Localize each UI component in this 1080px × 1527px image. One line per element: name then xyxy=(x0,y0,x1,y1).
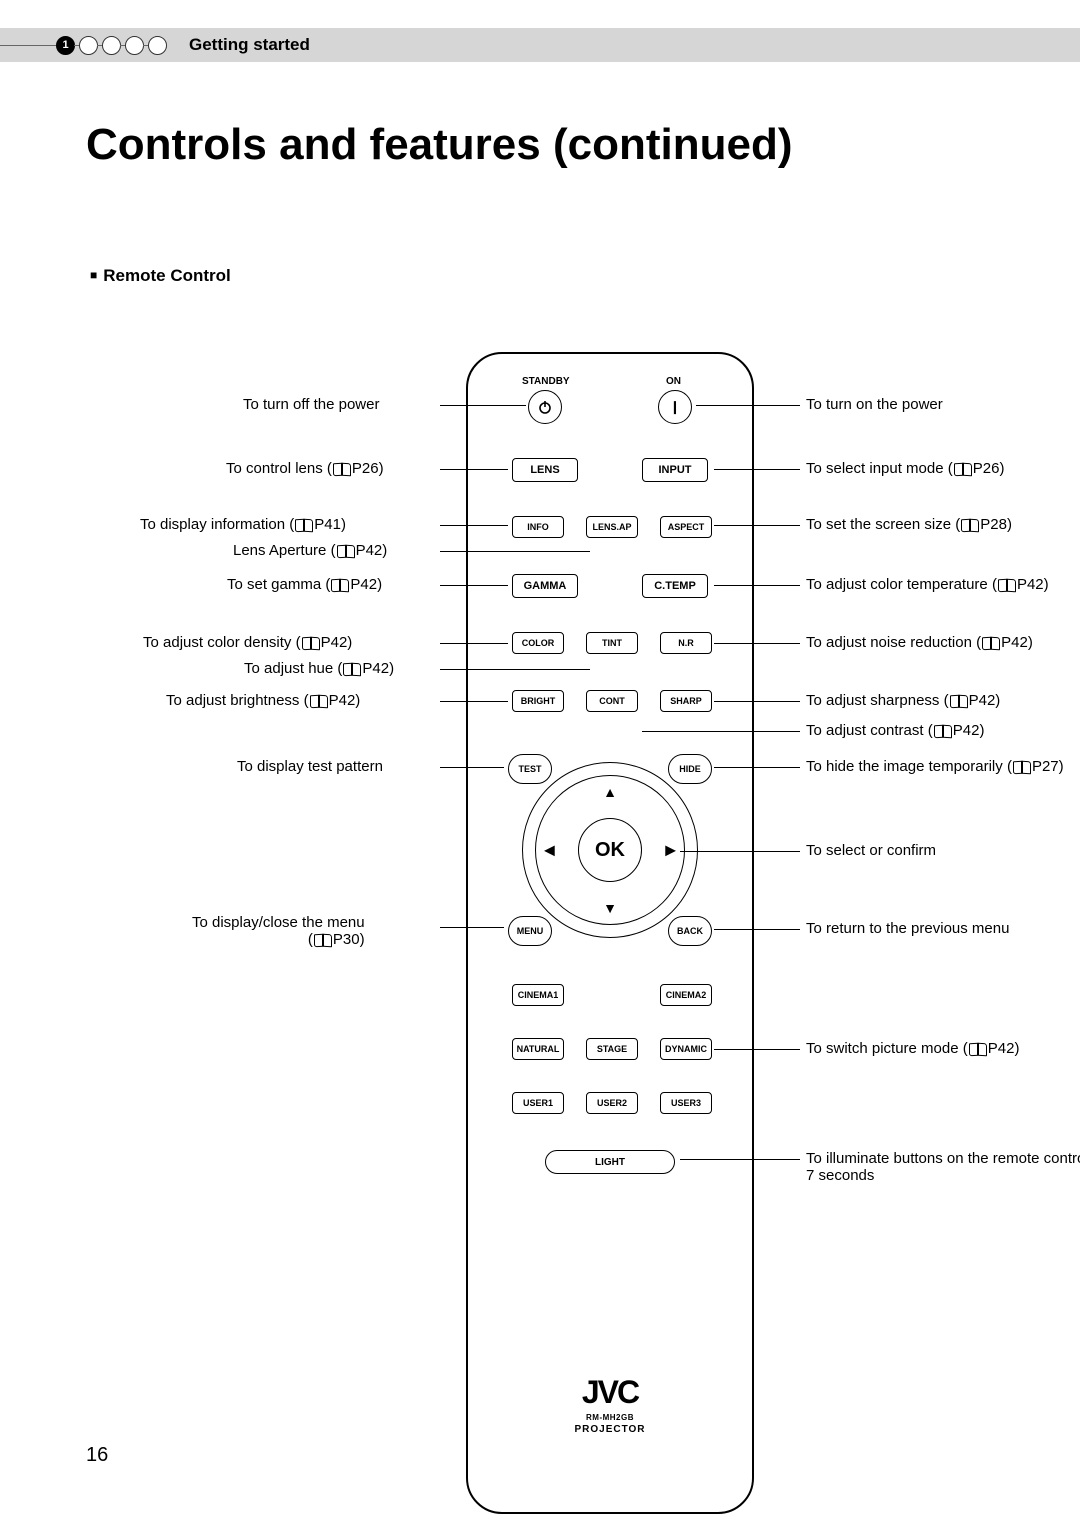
callout-cont: To adjust contrast (P42) xyxy=(806,722,984,739)
book-icon xyxy=(314,934,332,946)
step-5-icon xyxy=(148,36,167,55)
subsection-title: Remote Control xyxy=(90,266,231,286)
callout-gamma: To set gamma (P42) xyxy=(227,576,382,593)
callout-aspect: To set the screen size (P28) xyxy=(806,516,1012,533)
header-bar: 1 Getting started xyxy=(0,28,1080,62)
book-icon xyxy=(337,545,355,557)
callout-test: To display test pattern xyxy=(237,758,383,775)
book-icon xyxy=(302,637,320,649)
callout-sharp: To adjust sharpness (P42) xyxy=(806,692,1000,709)
callout-input: To select input mode (P26) xyxy=(806,460,1004,477)
book-icon xyxy=(1013,761,1031,773)
book-icon xyxy=(998,579,1016,591)
header-line xyxy=(0,45,56,46)
callout-back: To return to the previous menu xyxy=(806,920,1009,937)
callout-hide: To hide the image temporarily (P27) xyxy=(806,758,1064,775)
book-icon xyxy=(934,725,952,737)
callout-bright: To adjust brightness (P42) xyxy=(166,692,360,709)
book-icon xyxy=(961,519,979,531)
callouts-layer: To turn off the power To control lens (P… xyxy=(0,352,1080,1514)
header-section-title: Getting started xyxy=(189,35,310,55)
callout-lens-ap: Lens Aperture (P42) xyxy=(233,542,387,559)
callout-info: To display information (P41) xyxy=(140,516,346,533)
callout-light: To illuminate buttons on the remote cont… xyxy=(806,1150,1080,1184)
book-icon xyxy=(295,519,313,531)
page-number: 16 xyxy=(86,1444,108,1467)
book-icon xyxy=(950,695,968,707)
step-2-icon xyxy=(79,36,98,55)
book-icon xyxy=(969,1043,987,1055)
callout-ctemp: To adjust color temperature (P42) xyxy=(806,576,1049,593)
callout-power-off: To turn off the power xyxy=(243,396,379,413)
step-4-icon xyxy=(125,36,144,55)
callout-power-on: To turn on the power xyxy=(806,396,943,413)
callout-lens: To control lens (P26) xyxy=(226,460,384,477)
book-icon xyxy=(310,695,328,707)
book-icon xyxy=(982,637,1000,649)
page-title: Controls and features (continued) xyxy=(86,120,792,170)
book-icon xyxy=(333,463,351,475)
book-icon xyxy=(954,463,972,475)
book-icon xyxy=(331,579,349,591)
callout-menu: To display/close the menu (P30) xyxy=(192,914,365,948)
step-1-icon: 1 xyxy=(56,36,75,55)
callout-nr: To adjust noise reduction (P42) xyxy=(806,634,1033,651)
step-3-icon xyxy=(102,36,121,55)
callout-tint: To adjust hue (P42) xyxy=(244,660,394,677)
step-circles: 1 xyxy=(56,36,171,55)
callout-color: To adjust color density (P42) xyxy=(143,634,352,651)
book-icon xyxy=(343,663,361,675)
callout-picture-mode: To switch picture mode (P42) xyxy=(806,1040,1019,1057)
callout-ok: To select or confirm xyxy=(806,842,936,859)
